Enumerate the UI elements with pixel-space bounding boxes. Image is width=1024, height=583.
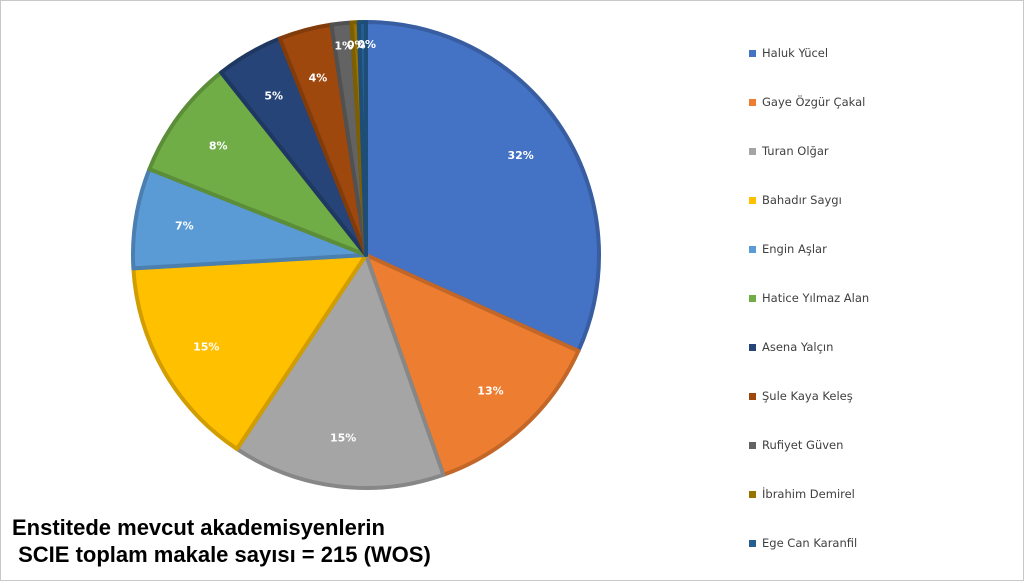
pie-slice [364,20,601,353]
pie-slice [131,253,368,451]
legend-swatch [749,393,756,400]
legend-item: Asena Yalçın [749,338,1009,387]
pie-slice [147,70,368,257]
legend-item: Gaye Özgür Çakal [749,93,1009,142]
caption-line-1: Enstitede mevcut akademisyenlerin [12,515,385,540]
legend-swatch [749,491,756,498]
legend-label: Turan Olğar [762,144,829,158]
caption-line-2: SCIE toplam makale sayısı = 215 (WOS) [12,542,431,567]
pie-data-label: 1% [334,39,353,52]
pie-data-label: 0% [347,38,366,51]
pie-data-label: 8% [209,139,228,152]
legend-label: Ege Can Karanfil [762,536,858,550]
legend-item: Engin Aşlar [749,240,1009,289]
legend-item: İbrahim Demirel [749,485,1009,534]
pie-slice [364,253,581,477]
pie-slice [356,20,368,257]
legend-item: Bahadır Saygı [749,191,1009,240]
legend-label: Asena Yalçın [762,340,834,354]
legend-item: Şule Kaya Keleş [749,387,1009,436]
legend-label: Hatice Yılmaz Alan [762,291,870,305]
pie-data-label: 32% [507,149,533,162]
legend-label: İbrahim Demirel [762,487,855,501]
pie-data-label: 15% [330,432,356,445]
pie-data-label: 15% [193,341,219,354]
pie-data-label: 0% [357,38,376,51]
legend-item: Rufiyet Güven [749,436,1009,485]
legend-item: Turan Olğar [749,142,1009,191]
legend-swatch [749,50,756,57]
legend-label: Şule Kaya Keleş [762,389,853,403]
legend-swatch [749,344,756,351]
legend-swatch [749,295,756,302]
legend-swatch [749,540,756,547]
legend-label: Rufiyet Güven [762,438,844,452]
legend-label: Engin Aşlar [762,242,827,256]
legend-label: Bahadır Saygı [762,193,842,207]
legend-swatch [749,197,756,204]
legend-item: Ege Can Karanfil [749,534,1009,583]
legend-swatch [749,246,756,253]
pie-data-label: 13% [477,385,503,398]
pie-data-label: 5% [264,90,283,103]
legend-swatch [749,442,756,449]
legend-label: Haluk Yücel [762,46,829,60]
legend-item: Hatice Yılmaz Alan [749,289,1009,338]
legend-swatch [749,99,756,106]
pie-data-label: 4% [309,71,328,84]
legend-label: Gaye Özgür Çakal [762,95,866,109]
legend-item: Haluk Yücel [749,44,1009,93]
pie-slice [234,253,446,490]
chart-caption: Enstitede mevcut akademisyenlerin SCIE t… [12,514,431,568]
legend-swatch [749,148,756,155]
pie-data-label: 7% [175,220,194,233]
legend: Haluk Yücel Gaye Özgür Çakal Turan Olğar Ba… [749,44,1009,583]
